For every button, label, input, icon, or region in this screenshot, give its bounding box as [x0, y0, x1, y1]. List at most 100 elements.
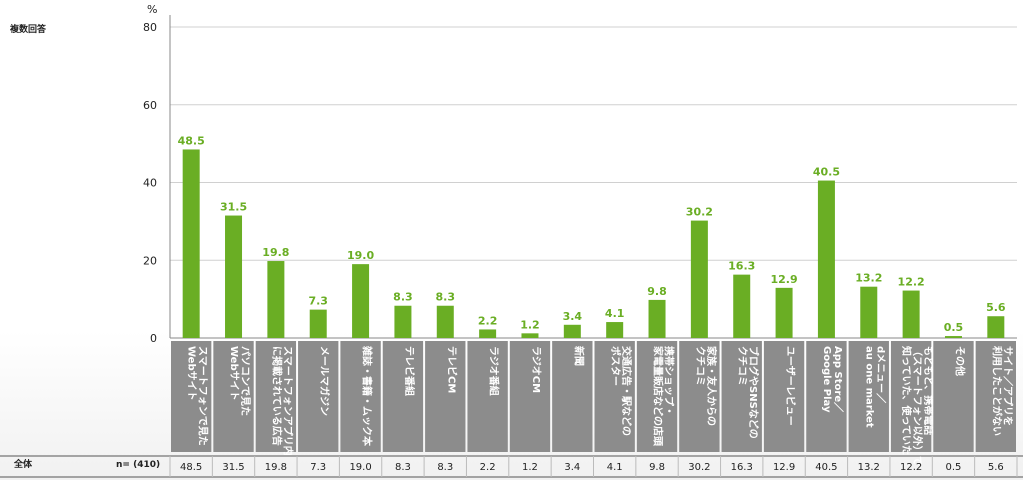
data-label: 8.3 [393, 291, 413, 304]
category-box [298, 341, 339, 452]
bar [606, 322, 624, 338]
category-box [509, 341, 551, 452]
sample-size-label: n= (410) [116, 460, 160, 470]
category-label-line: Webサイト [186, 346, 198, 401]
category-label-line: 雑誌・書籍・ムック本 [361, 345, 374, 447]
data-label: 30.2 [686, 206, 713, 219]
table-cell-value: 12.2 [900, 462, 922, 473]
bar [987, 316, 1005, 338]
category-label-line: 携帯ショップ・ [663, 346, 676, 416]
category-label: ラジオCM [530, 346, 542, 393]
category-label: ユーザーレビュー [784, 346, 797, 426]
category-box [552, 341, 593, 452]
bar [775, 287, 793, 338]
category-box [171, 341, 212, 452]
y-tick-label: 40 [143, 177, 157, 190]
category-label-line: 家電量販店などの店頭 [652, 346, 665, 447]
data-label: 13.2 [855, 272, 882, 285]
note-label: 複数回答 [9, 23, 47, 35]
table-cell-value: 19.8 [265, 462, 287, 473]
bar [902, 290, 920, 338]
y-tick-label: 80 [143, 21, 157, 34]
table-row-label: 全体 [13, 458, 33, 470]
table-cell-value: 40.5 [815, 462, 837, 473]
category-label-line: App Store／ [832, 346, 845, 412]
category-box [636, 341, 678, 452]
table-cell-value: 30.2 [688, 462, 710, 473]
bar [563, 324, 581, 338]
category-label-line: Google Play [821, 346, 832, 413]
category-label-line: クチコミ [736, 346, 748, 386]
table-cell-value: 5.6 [988, 462, 1004, 473]
bar [267, 261, 285, 338]
table-cell-value: 2.2 [480, 462, 496, 473]
category-label-line: スマートフォンで見た [197, 346, 209, 446]
table-cell-value: 48.5 [180, 462, 202, 473]
category-label: その他 [953, 346, 966, 376]
data-label: 19.8 [262, 246, 289, 259]
category-label-line: サイト／アプリを [1001, 346, 1014, 426]
data-label: 40.5 [813, 166, 840, 179]
category-label-line: Webサイト [228, 346, 240, 401]
bar [648, 299, 666, 338]
data-label: 31.5 [220, 201, 247, 214]
category-box [679, 341, 720, 452]
bar [944, 336, 962, 338]
category-label: dメニュー／au one market [863, 346, 887, 428]
category-label: 新聞 [572, 346, 585, 366]
data-label: 7.3 [308, 295, 328, 308]
category-label-line: ユーザーレビュー [784, 346, 797, 426]
bar [733, 274, 751, 338]
y-unit-label: % [147, 3, 157, 16]
category-box [848, 341, 889, 452]
bar [394, 305, 412, 338]
data-label: 16.3 [728, 260, 755, 273]
category-label-line: スマートフォンアプリ内 [281, 346, 294, 456]
category-label-line: もともと、携帯電話 [922, 346, 935, 435]
category-label: テレビCM [445, 346, 458, 393]
category-box [425, 341, 466, 452]
data-label: 12.9 [771, 273, 798, 286]
category-box [213, 341, 254, 452]
category-label-line: ブログやSNSなどの [747, 346, 760, 439]
table-cell-value: 3.4 [564, 462, 580, 473]
table-cell-value: 19.0 [349, 462, 371, 473]
category-box [382, 341, 424, 452]
category-label-line: （スマートフォン以外）で [911, 346, 924, 466]
data-label: 48.5 [178, 134, 205, 147]
category-label-line: パソコンで見た [239, 346, 251, 416]
data-label: 9.8 [647, 285, 667, 298]
category-label-line: に掲載されている広告 [270, 346, 283, 446]
category-label-line: 新聞 [572, 346, 585, 366]
data-label: 8.3 [436, 291, 456, 304]
table-cell-value: 9.8 [649, 462, 665, 473]
data-label: 3.4 [563, 310, 583, 323]
category-box [340, 341, 381, 452]
table-cell-value: 0.5 [946, 462, 962, 473]
category-label: ラジオ番組 [488, 346, 501, 396]
category-label-line: ラジオCM [530, 346, 542, 393]
category-label-line: dメニュー／ [874, 346, 887, 403]
table-cell-value: 7.3 [310, 462, 326, 473]
data-label: 2.2 [478, 314, 498, 327]
category-label-line: 知っていた、使っていた [900, 345, 913, 455]
data-label: 5.6 [986, 301, 1006, 314]
category-label-line: その他 [953, 346, 966, 376]
bar [817, 180, 835, 338]
y-tick-label: 20 [143, 254, 157, 267]
category-box [806, 341, 847, 452]
category-label-line: クチコミ [694, 346, 706, 386]
table-cell-value: 13.2 [858, 462, 880, 473]
table-cell-value: 4.1 [607, 462, 623, 473]
category-label: 携帯ショップ・家電量販店などの店頭 [652, 346, 676, 447]
y-tick-label: 0 [150, 332, 157, 345]
